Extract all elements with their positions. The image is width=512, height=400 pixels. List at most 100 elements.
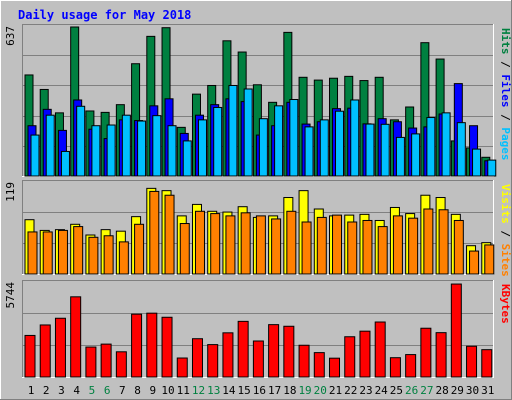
bar-sites-day-6 xyxy=(103,235,114,275)
chart-title: Daily usage for May 2018 xyxy=(18,8,191,22)
x-tick-label-1: 1 xyxy=(28,384,35,397)
bar-kbytes-day-15 xyxy=(237,320,249,378)
bar-kbytes-day-6 xyxy=(100,343,112,378)
bar-kbytes-day-18 xyxy=(283,325,295,378)
chart-panels: 637 Hits / Files / Pages 119 Visits / Sites… xyxy=(4,24,512,378)
bar-kbytes-day-27 xyxy=(420,327,432,378)
bar-kbytes-day-4 xyxy=(70,296,82,378)
bar-pages-day-22 xyxy=(350,99,360,177)
x-axis-labels: 1 2 3 4 5 6 7 8 9 10 11 12 13 14 15 16 17 18 19 20 21 22 23 24 2… xyxy=(28,384,495,397)
bar-sites-day-4 xyxy=(73,226,84,275)
legend-part: Hits xyxy=(499,28,512,55)
bar-kbytes-day-24 xyxy=(374,321,386,378)
bar-sites-day-15 xyxy=(240,212,251,275)
x-tick-label-3: 3 xyxy=(58,384,65,397)
bar-sites-day-22 xyxy=(347,221,358,275)
bar-sites-day-8 xyxy=(134,223,145,275)
bar-kbytes-day-8 xyxy=(131,313,143,378)
bar-sites-day-29 xyxy=(453,219,464,275)
y-axis-legend: Hits / Files / Pages xyxy=(499,28,512,161)
bar-kbytes-day-21 xyxy=(329,357,341,378)
x-tick-label-23: 23 xyxy=(359,384,372,397)
bar-sites-day-23 xyxy=(362,219,373,275)
bar-kbytes-day-20 xyxy=(313,352,325,378)
x-tick-label-22: 22 xyxy=(344,384,357,397)
bar-pages-day-9 xyxy=(152,115,162,177)
bar-sites-day-2 xyxy=(42,231,53,275)
bar-kbytes-day-28 xyxy=(435,332,447,378)
x-tick-label-11: 11 xyxy=(177,384,190,397)
x-tick-label-19: 19 xyxy=(298,384,311,397)
panel-kbytes: 5744 KBytes xyxy=(4,280,512,378)
bar-sites-day-13 xyxy=(210,213,221,275)
x-tick-label-26: 26 xyxy=(405,384,418,397)
bar-pages-day-14 xyxy=(228,84,238,177)
bar-kbytes-day-12 xyxy=(191,338,203,378)
bar-pages-day-11 xyxy=(182,140,192,177)
bar-sites-day-10 xyxy=(164,194,175,275)
x-tick-label-13: 13 xyxy=(207,384,220,397)
bar-kbytes-day-14 xyxy=(222,332,234,378)
bar-pages-day-1 xyxy=(30,134,40,177)
bar-sites-day-28 xyxy=(438,209,449,275)
bar-sites-day-17 xyxy=(271,218,282,275)
bar-kbytes-day-13 xyxy=(207,344,219,378)
bar-kbytes-day-30 xyxy=(466,345,478,378)
y-axis-legend: Visits / Sites xyxy=(499,184,512,277)
bar-sites-day-19 xyxy=(301,221,312,275)
x-tick-label-8: 8 xyxy=(134,384,141,397)
bar-kbytes-day-11 xyxy=(176,357,188,378)
axis-max-label: 637 xyxy=(4,26,17,46)
x-tick-label-9: 9 xyxy=(149,384,156,397)
bar-sites-day-26 xyxy=(408,217,419,275)
x-tick-label-29: 29 xyxy=(451,384,464,397)
x-tick-label-16: 16 xyxy=(253,384,266,397)
bar-pages-day-13 xyxy=(213,106,223,177)
bar-pages-day-26 xyxy=(411,133,421,177)
legend-part: Pages xyxy=(499,127,512,160)
x-tick-label-21: 21 xyxy=(329,384,342,397)
axis-max-label: 119 xyxy=(4,182,17,202)
bar-pages-day-23 xyxy=(365,123,375,177)
panel-hits_files_pages: 637 Hits / Files / Pages xyxy=(4,24,512,177)
legend-part: Sites xyxy=(499,244,512,277)
bar-kbytes-day-29 xyxy=(450,283,462,378)
bar-pages-day-7 xyxy=(121,114,131,177)
x-tick-label-28: 28 xyxy=(435,384,448,397)
x-tick-label-25: 25 xyxy=(390,384,403,397)
x-tick-label-10: 10 xyxy=(161,384,174,397)
bar-sites-day-20 xyxy=(316,216,327,275)
x-tick-label-4: 4 xyxy=(73,384,80,397)
bar-pages-day-17 xyxy=(274,105,284,177)
bar-pages-day-21 xyxy=(335,110,345,177)
bar-kbytes-day-17 xyxy=(268,324,280,378)
bar-kbytes-day-19 xyxy=(298,344,310,378)
bar-pages-day-18 xyxy=(289,99,299,177)
legend-part: / xyxy=(499,108,512,128)
x-tick-label-12: 12 xyxy=(192,384,205,397)
bar-kbytes-day-2 xyxy=(39,324,51,378)
bar-sites-day-30 xyxy=(469,250,480,275)
bar-kbytes-day-7 xyxy=(115,351,127,378)
x-tick-label-5: 5 xyxy=(89,384,96,397)
x-tick-label-2: 2 xyxy=(43,384,50,397)
bar-sites-day-21 xyxy=(332,214,343,275)
panel-visits_sites: 119 Visits / Sites xyxy=(4,180,512,277)
bar-pages-day-30 xyxy=(472,148,482,177)
bar-pages-day-6 xyxy=(106,124,116,177)
bar-kbytes-day-31 xyxy=(481,349,493,378)
bar-sites-day-16 xyxy=(255,215,266,275)
x-tick-label-31: 31 xyxy=(481,384,494,397)
bar-pages-day-15 xyxy=(243,88,253,177)
bar-sites-day-3 xyxy=(57,229,68,275)
bar-pages-day-20 xyxy=(319,119,329,177)
x-tick-label-17: 17 xyxy=(268,384,281,397)
bar-pages-day-5 xyxy=(91,125,101,177)
bar-sites-day-18 xyxy=(286,210,297,275)
bar-pages-day-4 xyxy=(76,105,86,177)
x-tick-label-14: 14 xyxy=(222,384,236,397)
x-tick-label-24: 24 xyxy=(375,384,389,397)
x-tick-label-15: 15 xyxy=(238,384,251,397)
bar-kbytes-day-26 xyxy=(405,354,417,378)
